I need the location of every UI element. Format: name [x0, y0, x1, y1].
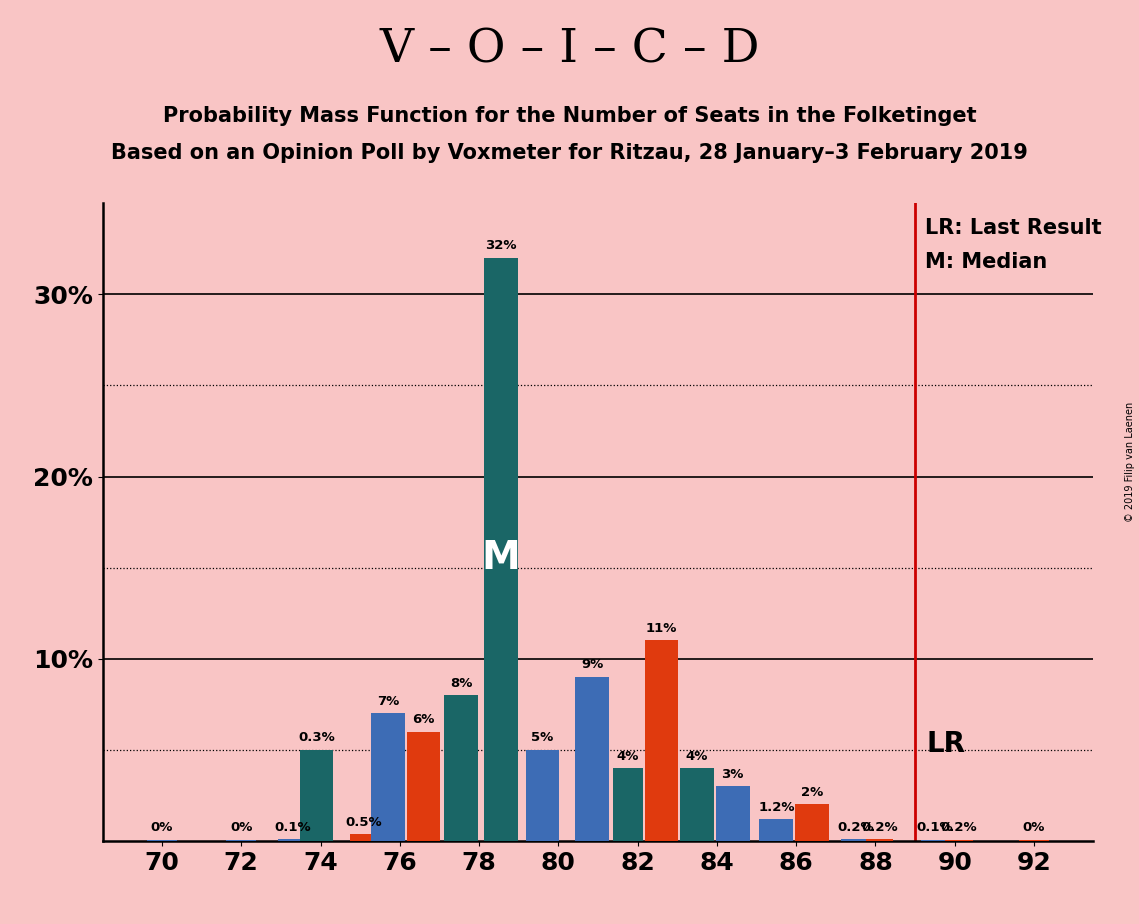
Text: 0%: 0%: [150, 821, 173, 834]
Bar: [227, 840, 256, 841]
Text: 7%: 7%: [377, 695, 399, 708]
Text: 8%: 8%: [450, 676, 473, 689]
Text: 2%: 2%: [801, 786, 823, 799]
Text: 0.2%: 0.2%: [837, 821, 874, 833]
Text: Based on an Opinion Poll by Voxmeter for Ritzau, 28 January–3 February 2019: Based on an Opinion Poll by Voxmeter for…: [112, 143, 1027, 164]
Text: LR: Last Result: LR: Last Result: [925, 218, 1101, 237]
Bar: [866, 839, 893, 841]
Text: 0.5%: 0.5%: [346, 816, 383, 829]
Bar: [300, 749, 334, 841]
Bar: [525, 749, 559, 841]
Text: 0.1%: 0.1%: [917, 821, 953, 834]
Bar: [575, 677, 609, 841]
Bar: [350, 834, 378, 841]
Text: 1.2%: 1.2%: [759, 800, 795, 813]
Bar: [147, 840, 177, 841]
Bar: [921, 840, 949, 841]
Text: M: Median: M: Median: [925, 252, 1047, 273]
Text: 4%: 4%: [616, 749, 639, 762]
Bar: [407, 732, 441, 841]
Text: 32%: 32%: [485, 239, 517, 252]
Bar: [444, 695, 478, 841]
Text: 0%: 0%: [230, 821, 253, 834]
Bar: [716, 786, 749, 841]
Bar: [944, 840, 973, 841]
Text: 4%: 4%: [686, 749, 708, 762]
Text: 6%: 6%: [412, 713, 435, 726]
Text: V – O – I – C – D: V – O – I – C – D: [379, 28, 760, 73]
Bar: [841, 839, 870, 841]
Text: Probability Mass Function for the Number of Seats in the Folketinget: Probability Mass Function for the Number…: [163, 106, 976, 127]
Text: 0.2%: 0.2%: [941, 821, 977, 834]
Text: LR: LR: [927, 730, 966, 759]
Bar: [484, 258, 518, 841]
Bar: [371, 713, 404, 841]
Text: 0.2%: 0.2%: [861, 821, 898, 833]
Text: 0.3%: 0.3%: [298, 731, 335, 745]
Bar: [680, 768, 714, 841]
Text: © 2019 Filip van Laenen: © 2019 Filip van Laenen: [1125, 402, 1134, 522]
Bar: [278, 839, 308, 841]
Text: 9%: 9%: [581, 659, 604, 672]
Bar: [645, 640, 678, 841]
Text: 5%: 5%: [532, 731, 554, 745]
Text: M: M: [482, 540, 521, 578]
Bar: [1019, 840, 1049, 841]
Text: 3%: 3%: [721, 768, 744, 781]
Bar: [760, 819, 793, 841]
Bar: [613, 768, 642, 841]
Text: 0%: 0%: [1023, 821, 1046, 834]
Text: 11%: 11%: [646, 622, 677, 635]
Bar: [795, 805, 829, 841]
Text: 0.1%: 0.1%: [274, 821, 311, 833]
